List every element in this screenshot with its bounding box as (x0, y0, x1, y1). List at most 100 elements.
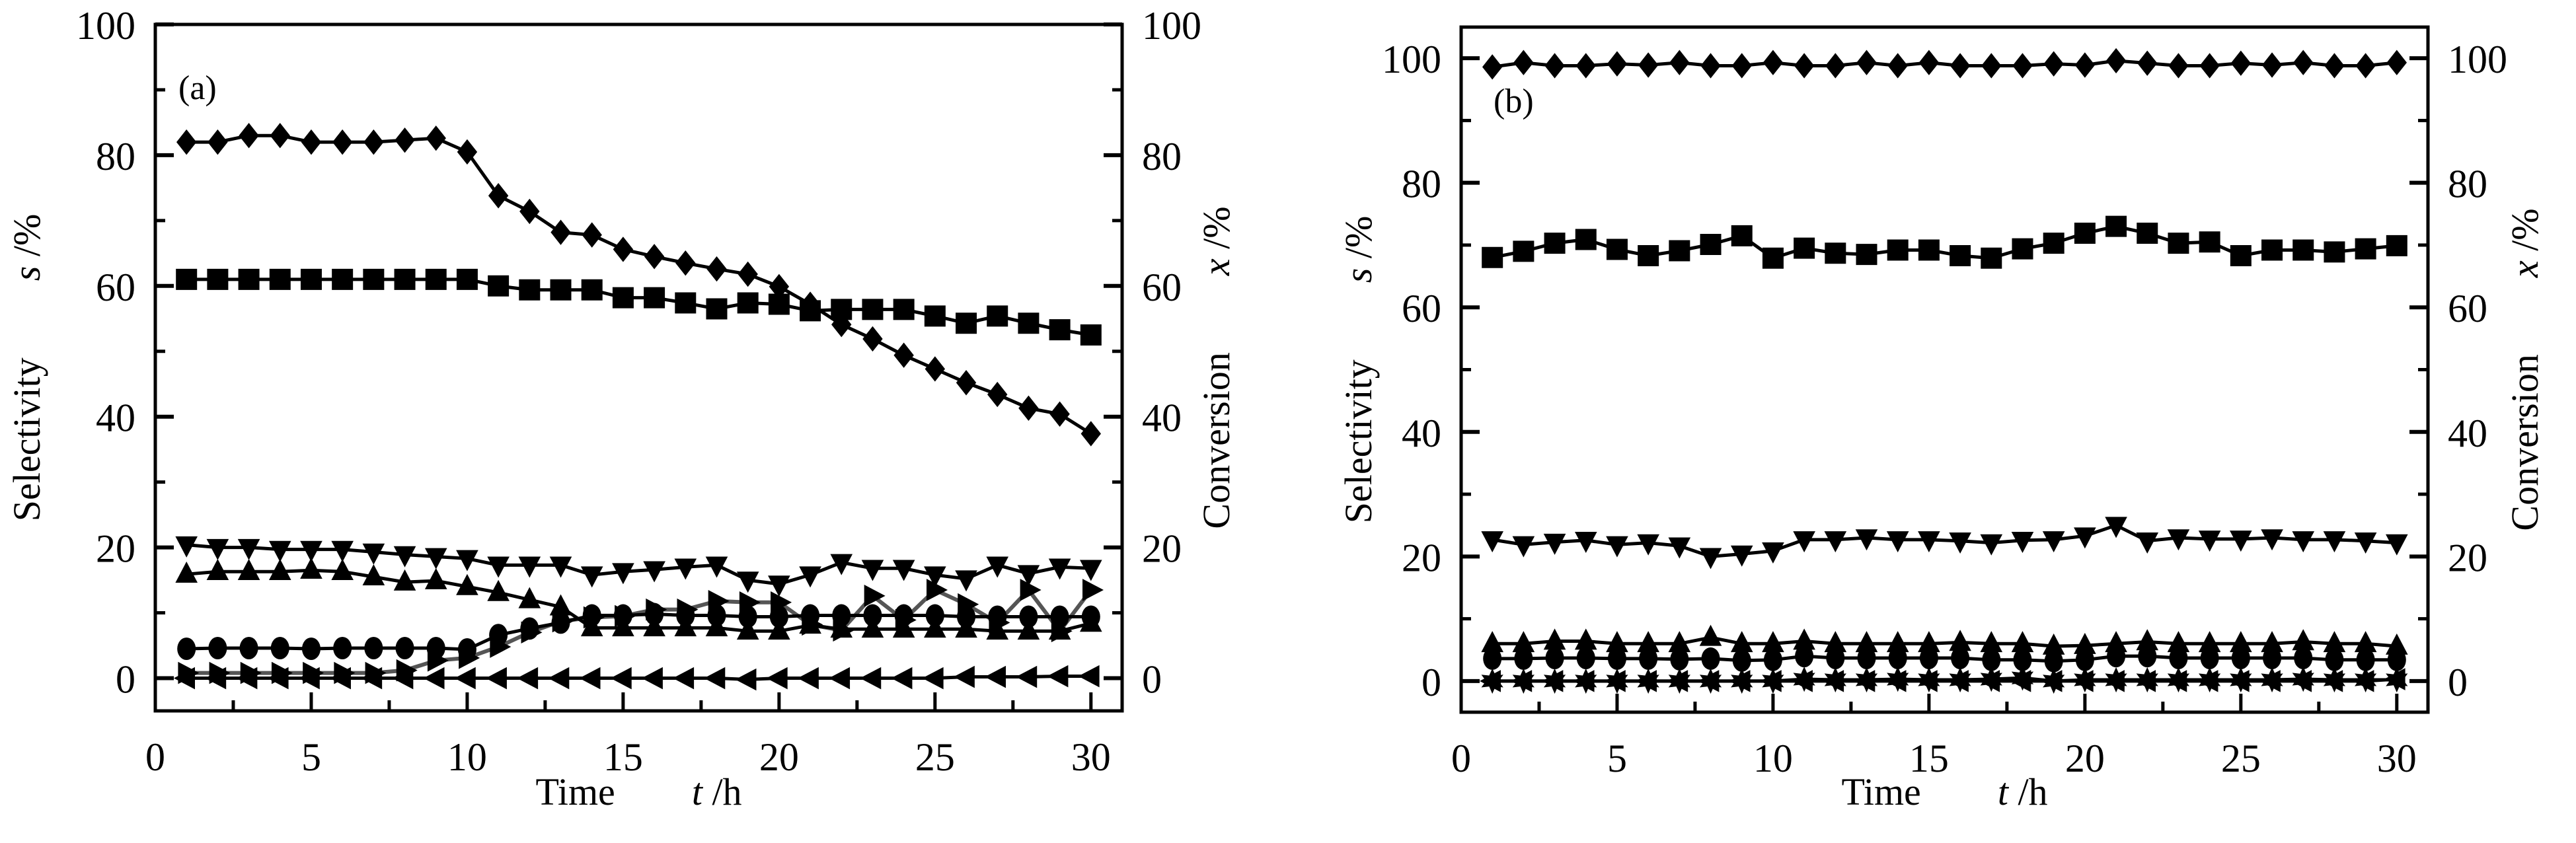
data-point (891, 667, 913, 690)
data-point (1668, 537, 1691, 559)
data-point (2199, 667, 2221, 693)
data-point (2137, 50, 2158, 76)
data-point (704, 667, 726, 690)
data-point (1670, 647, 1689, 671)
y2-tick-label: 60 (1142, 266, 1182, 309)
x-axis-title: Time t /h (535, 770, 741, 813)
data-point (456, 573, 478, 595)
y-tick-label: 60 (96, 266, 135, 309)
data-point (175, 561, 198, 583)
data-point (2075, 648, 2094, 671)
x-tick-label: 5 (1607, 737, 1627, 780)
data-point (396, 659, 418, 682)
data-point (2042, 531, 2065, 553)
data-point (893, 299, 915, 320)
data-point (2043, 668, 2065, 694)
data-point (1762, 247, 1784, 269)
data-point (2013, 648, 2032, 671)
plot-frame (1459, 25, 2430, 714)
y2-tick-label: 20 (2448, 536, 2487, 579)
data-point (2292, 629, 2315, 651)
series-triangle-up (1481, 624, 2408, 655)
data-point (1049, 319, 1071, 341)
data-point (178, 661, 200, 684)
data-point (1762, 542, 1784, 564)
data-point (2323, 531, 2346, 553)
data-point (1730, 545, 1753, 567)
series-line-diamond (186, 133, 1092, 435)
data-point (861, 616, 884, 638)
data-point (2386, 50, 2407, 75)
x-tick-label: 30 (2377, 737, 2417, 780)
data-point (1481, 668, 1503, 694)
data-point (2043, 233, 2065, 254)
data-point (987, 381, 1008, 408)
data-point (675, 292, 697, 314)
data-point (1080, 324, 1102, 346)
data-point (1481, 631, 1503, 653)
data-point (1512, 631, 1535, 653)
data-point (1543, 668, 1566, 694)
data-point (549, 556, 572, 578)
series-line-circle (1492, 654, 2397, 663)
data-point (1544, 233, 1566, 254)
x-tick-label: 25 (2221, 737, 2261, 780)
data-point (237, 559, 260, 581)
data-point (519, 198, 540, 225)
data-point (2167, 529, 2190, 551)
data-point (363, 268, 385, 290)
data-point (1483, 647, 1502, 670)
series-line-star (1492, 676, 2397, 683)
data-point (2198, 631, 2221, 653)
data-point (1638, 52, 1659, 78)
data-point (579, 667, 601, 690)
data-point (2292, 666, 2314, 692)
data-point (1512, 536, 1535, 558)
data-point (1606, 631, 1628, 653)
data-point (1855, 529, 1878, 551)
data-point (488, 275, 510, 297)
x-tick-label: 10 (1753, 737, 1793, 780)
data-point (1513, 240, 1534, 262)
data-point (1730, 631, 1753, 653)
data-point (1016, 665, 1038, 688)
data-point (1794, 237, 1815, 259)
data-point (1918, 50, 1940, 75)
data-point (1513, 50, 1534, 75)
data-point (1980, 631, 2003, 653)
series-line-circle (186, 612, 1091, 651)
data-point (2199, 53, 2220, 79)
data-point (1918, 531, 1940, 553)
data-point (270, 123, 290, 149)
data-point (301, 129, 322, 155)
data-point (426, 125, 446, 151)
data-point (551, 611, 570, 634)
y2-tick-label: 40 (2448, 412, 2487, 455)
data-point (1668, 668, 1690, 694)
data-point (2231, 646, 2250, 669)
panel-label: (b) (1494, 83, 1534, 120)
data-point (1982, 648, 2001, 671)
data-point (799, 566, 821, 588)
data-point (1637, 631, 1659, 653)
data-point (489, 624, 508, 647)
y-tick-label: 60 (1402, 287, 1441, 330)
data-point (1793, 531, 1815, 553)
data-point (2011, 631, 2034, 653)
data-point (2043, 51, 2064, 77)
data-point (1048, 618, 1071, 640)
data-point (301, 637, 321, 660)
data-point (239, 123, 259, 149)
data-point (643, 561, 665, 583)
data-point (610, 667, 632, 690)
data-point (1574, 628, 1597, 650)
data-point (643, 615, 665, 637)
data-point (206, 538, 229, 560)
data-point (924, 566, 946, 588)
data-point (675, 250, 696, 276)
data-point (2230, 50, 2252, 76)
data-point (738, 261, 758, 287)
data-point (1512, 668, 1535, 694)
data-point (1824, 667, 1846, 693)
data-point (1951, 646, 1970, 669)
